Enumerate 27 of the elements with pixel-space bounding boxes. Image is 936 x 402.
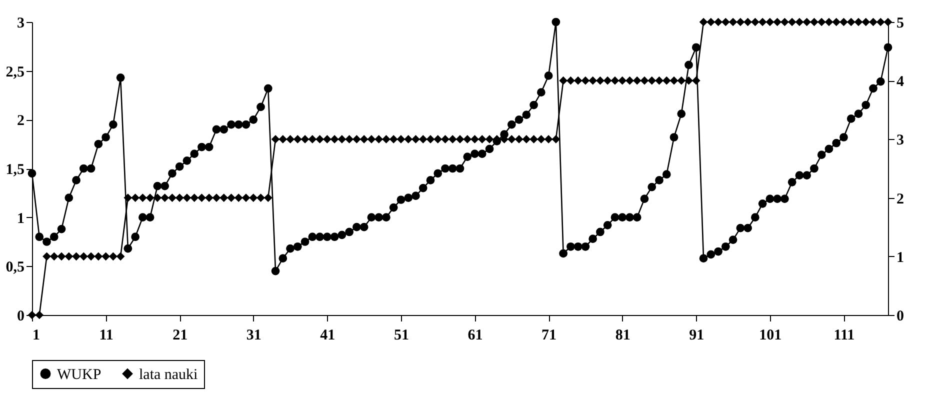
x-tick-label: 71 — [542, 328, 557, 344]
x-tick-label: 61 — [468, 328, 483, 344]
y-tick-label: 3 — [17, 16, 24, 32]
x-tick-label: 91 — [689, 328, 704, 344]
x-tick-label: 41 — [320, 328, 336, 344]
x-tick-label: 11 — [99, 328, 114, 344]
x-tick-label: 111 — [834, 328, 855, 344]
x-tick-label: 51 — [394, 328, 409, 344]
x-tick-label: 1 — [32, 328, 40, 344]
y2-tick-label: 4 — [896, 74, 904, 90]
y-tick-label: 2,5 — [6, 64, 24, 80]
y-tick-label: 0,5 — [6, 260, 24, 276]
y2-tick-label: 0 — [896, 308, 904, 324]
x-tick-label: 21 — [172, 328, 188, 344]
y2-tick-label: 5 — [896, 16, 904, 32]
y2-tick-label: 1 — [896, 250, 904, 266]
x-tick-label: 81 — [615, 328, 630, 344]
x-tick-label: 31 — [246, 328, 262, 344]
y-tick-label: 2 — [17, 113, 24, 130]
x-tick-label: 101 — [759, 328, 782, 344]
legend-label: WUKP — [57, 366, 102, 383]
y2-tick-label: 3 — [896, 132, 904, 149]
y-tick-label: 1,5 — [6, 162, 24, 178]
y2-tick-label: 2 — [896, 191, 904, 208]
legend-label: lata nauki — [139, 366, 198, 383]
y-tick-label: 0 — [17, 308, 24, 324]
y-tick-label: 1 — [17, 210, 24, 227]
